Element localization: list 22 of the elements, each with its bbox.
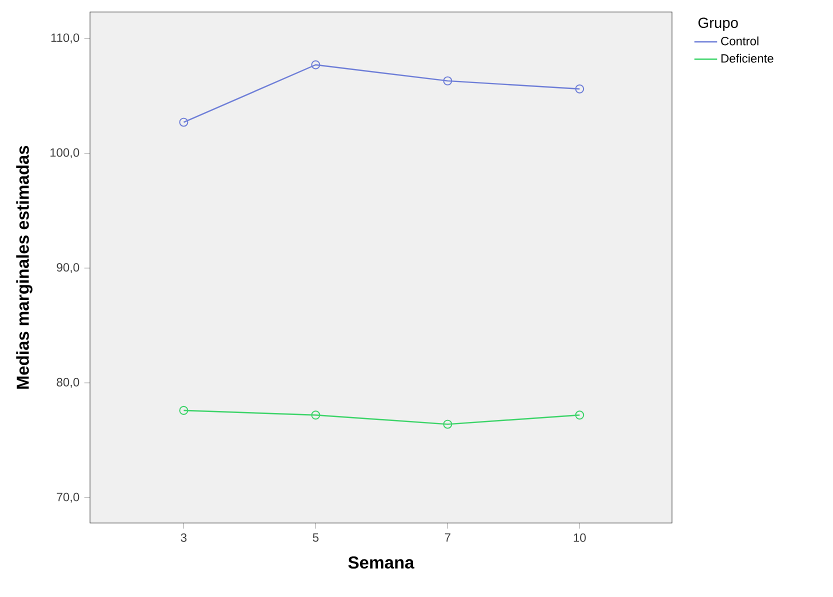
point [443,420,452,429]
legend-title: Grupo [698,18,738,31]
point [179,118,188,127]
y-tick-label: 70,0 [56,492,80,503]
point [443,76,452,86]
y-tick-label: 80,0 [56,378,80,388]
x-axis-title: Semana [348,556,414,569]
y-tick-label: 110,0 [51,33,80,44]
point [575,410,584,420]
point [179,406,188,415]
point [311,410,320,420]
x-tick-label: 7 [444,533,450,542]
legend-label: Control [721,36,758,46]
x-tick-label: 3 [180,533,187,542]
point [575,84,584,94]
y-axis-title: Medias marginales estimadas [16,146,32,389]
legend-label: Deficiente [721,54,774,63]
y-tick-label: 100,0 [50,148,80,158]
x-tick-label: 5 [312,533,319,542]
y-tick-label: 90,0 [56,263,80,274]
x-tick-label: 10 [574,533,586,542]
point [311,60,320,70]
